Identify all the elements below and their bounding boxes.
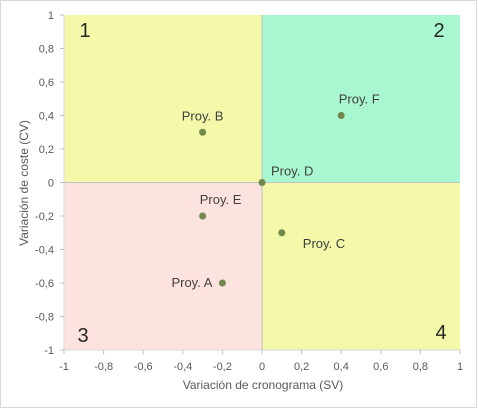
y-tick-label: 1: [48, 10, 54, 22]
quadrant-bottom-right: [262, 182, 460, 350]
x-tick-label: -0,2: [213, 361, 232, 373]
y-tick-label: -0,6: [35, 278, 54, 290]
y-tick-label: 0,4: [39, 111, 54, 123]
x-tick-label: 0: [259, 361, 265, 373]
data-point[interactable]: [218, 279, 226, 287]
y-tick-label: -1: [44, 345, 54, 357]
data-label: Proy. A: [171, 275, 212, 290]
x-tick-label: 0,8: [413, 361, 428, 373]
y-tick-label: 0: [48, 178, 54, 190]
x-tick-label: 1: [457, 361, 463, 373]
data-point[interactable]: [199, 212, 207, 220]
x-tick-label: 0,6: [373, 361, 388, 373]
quadrant-bottom-left: [64, 182, 262, 350]
data-label: Proy. B: [182, 108, 224, 123]
y-tick-label: 0,2: [39, 144, 54, 156]
x-tick-label: 0,4: [334, 361, 349, 373]
data-point[interactable]: [258, 179, 266, 186]
x-tick-label: -0,8: [94, 361, 113, 373]
data-label: Proy. E: [200, 192, 242, 207]
data-label: Proy. F: [339, 92, 380, 107]
x-tick-label: -0,4: [173, 361, 192, 373]
data-label: Proy. C: [303, 236, 345, 251]
x-tick-label: 0,2: [294, 361, 309, 373]
quadrant-top-right: [262, 15, 460, 183]
data-point[interactable]: [337, 112, 345, 119]
data-point[interactable]: [278, 229, 286, 237]
y-tick-label: -0,8: [35, 312, 54, 324]
y-tick-label: -0,2: [35, 211, 54, 223]
data-point[interactable]: [199, 128, 207, 136]
x-tick-label: -1: [59, 361, 69, 373]
quadrant-label-1: 1: [79, 20, 90, 42]
y-tick-label: -0,4: [35, 245, 54, 257]
y-tick-label: 0,8: [39, 44, 54, 56]
y-tick-label: 0,6: [39, 77, 54, 89]
y-axis-title: Variación de coste (CV): [17, 120, 31, 246]
data-label: Proy. D: [271, 164, 313, 179]
x-axis-title: Variación de cronograma (SV): [183, 378, 344, 392]
x-tick-label: -0,6: [134, 361, 153, 373]
quadrant-label-4: 4: [435, 322, 446, 344]
quadrant-top-left: [64, 15, 262, 183]
quadrant-label-2: 2: [433, 20, 444, 42]
quadrant-label-3: 3: [77, 325, 88, 347]
